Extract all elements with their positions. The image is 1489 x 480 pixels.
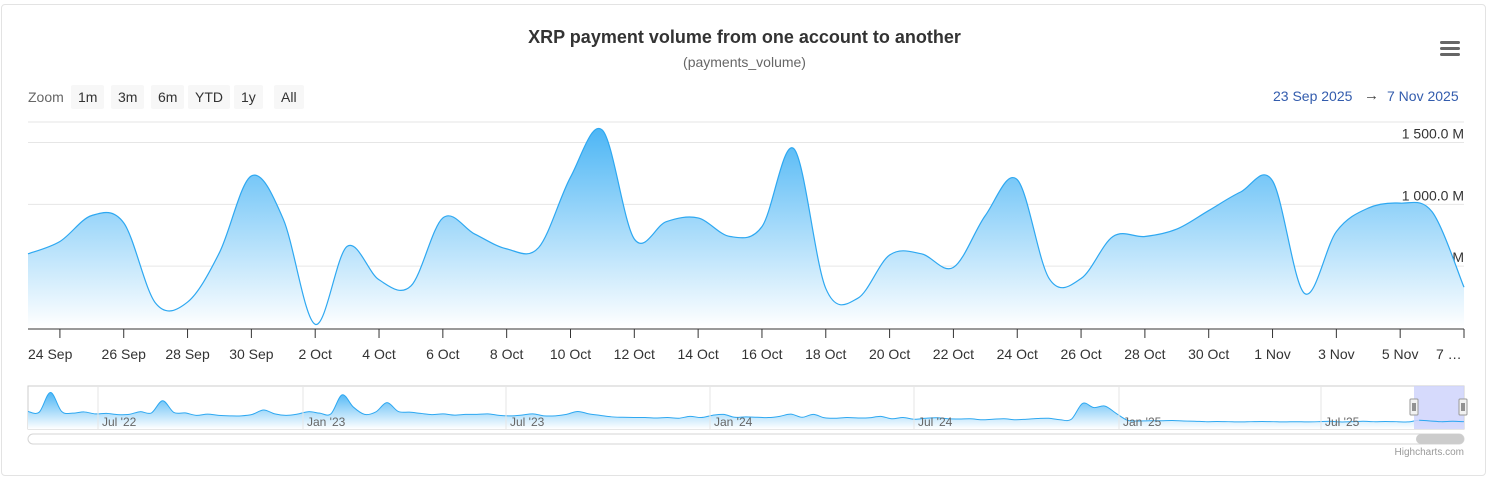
x-tick-label: 24 Oct xyxy=(997,346,1038,362)
chart-subtitle: (payments_volume) xyxy=(683,54,806,70)
navigator-label: Jan '25 xyxy=(1123,415,1162,429)
navigator-label: Jan '23 xyxy=(307,415,346,429)
zoom-label: Zoom xyxy=(28,89,64,105)
x-tick-label: 10 Oct xyxy=(550,346,591,362)
zoom-6m-button[interactable]: 6m xyxy=(151,85,185,109)
x-tick-label: 20 Oct xyxy=(869,346,910,362)
zoom-1m-button[interactable]: 1m xyxy=(71,85,105,109)
series-line xyxy=(27,127,1465,325)
navigator-selection-line xyxy=(1419,419,1465,423)
x-tick-label: 7 … xyxy=(1436,346,1462,362)
x-tick-label: 26 Sep xyxy=(102,346,147,362)
zoom-ytd-button[interactable]: YTD xyxy=(188,85,230,109)
x-tick-label: 18 Oct xyxy=(805,346,846,362)
navigator-selection xyxy=(1414,386,1464,429)
y-tick-label: 1 500.0 M xyxy=(1402,126,1464,142)
navigator-label: Jul '23 xyxy=(510,415,545,429)
x-tick-label: 30 Oct xyxy=(1188,346,1229,362)
x-tick-label: 1 Nov xyxy=(1254,346,1291,362)
range-from-date[interactable]: 23 Sep 2025 xyxy=(1273,88,1353,104)
navigator-label: Jul '25 xyxy=(1325,415,1360,429)
x-tick-label: 8 Oct xyxy=(490,346,524,362)
navigator-left-handle[interactable] xyxy=(1409,398,1419,416)
credits-link[interactable]: Highcharts.com xyxy=(1395,447,1464,458)
navigator-label: Jul '22 xyxy=(102,415,137,429)
series-area xyxy=(28,128,1464,328)
navigator-line xyxy=(27,391,1465,423)
x-tick-label: 22 Oct xyxy=(933,346,974,362)
x-tick-label: 5 Nov xyxy=(1382,346,1419,362)
navigator-label: Jan '24 xyxy=(714,415,753,429)
x-tick-label: 12 Oct xyxy=(614,346,655,362)
x-tick-label: 6 Oct xyxy=(426,346,460,362)
x-tick-label: 3 Nov xyxy=(1318,346,1355,362)
scrollbar-track[interactable] xyxy=(27,433,1465,445)
x-tick-label: 4 Oct xyxy=(362,346,396,362)
x-tick-label: 24 Sep xyxy=(28,346,73,362)
x-tick-label: 30 Sep xyxy=(229,346,274,362)
navigator-right-handle[interactable] xyxy=(1458,398,1468,416)
x-tick-label: 16 Oct xyxy=(741,346,782,362)
scrollbar-thumb[interactable] xyxy=(1416,434,1464,444)
hamburger-menu-icon[interactable] xyxy=(1438,37,1462,59)
x-tick-label: 26 Oct xyxy=(1060,346,1101,362)
x-tick-label: 2 Oct xyxy=(298,346,332,362)
x-tick-label: 28 Sep xyxy=(165,346,210,362)
range-to-date[interactable]: 7 Nov 2025 xyxy=(1387,88,1459,104)
navigator-label: Jul '24 xyxy=(918,415,953,429)
range-arrow: → xyxy=(1364,87,1379,104)
x-tick-label: 14 Oct xyxy=(678,346,719,362)
navigator-area xyxy=(28,392,1464,429)
zoom-all-button[interactable]: All xyxy=(274,85,304,109)
x-tick-label: 28 Oct xyxy=(1124,346,1165,362)
zoom-1y-button[interactable]: 1y xyxy=(234,85,263,109)
y-tick-label: 1 000.0 M xyxy=(1402,187,1464,203)
chart-title: XRP payment volume from one account to a… xyxy=(528,27,961,47)
zoom-3m-button[interactable]: 3m xyxy=(111,85,145,109)
